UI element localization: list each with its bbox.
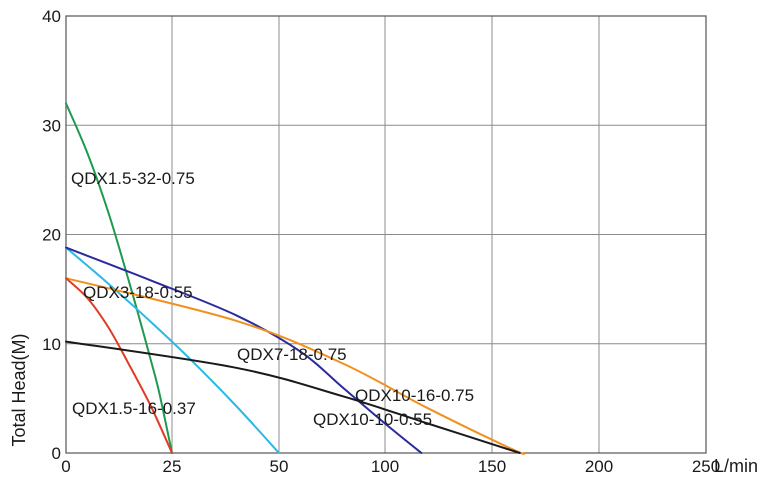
series-line-qdx10-10-0-55 [65,340,521,454]
x-tick-label: 200 [585,457,613,476]
x-tick-label: 150 [478,457,506,476]
series-line-qdx10-16-0-75 [65,277,526,455]
series-line-qdx7-18-0-75 [65,246,423,454]
series-label: QDX10-10-0.55 [313,410,432,429]
y-axis-label: Total Head(M) [9,333,29,446]
grid [66,16,706,453]
series-label: QDX7-18-0.75 [237,345,347,364]
series-line-qdx1-5-16-0-37 [65,277,173,454]
y-tick-label: 40 [42,7,61,26]
series-label: QDX1.5-16-0.37 [72,399,196,418]
series-line-qdx1-5-32-0-75 [65,102,173,454]
x-tick-label: 250 [692,457,720,476]
x-tick-label: 100 [371,457,399,476]
series-label: QDX10-16-0.75 [355,386,474,405]
x-axis-label: L/min [714,456,758,476]
y-tick-label: 30 [42,116,61,135]
x-tick-label: 50 [270,457,289,476]
tick-labels: 0 25 50 100 150 200 250 0 10 20 30 40 [42,7,720,476]
series-line-qdx3-18-0-55 [65,246,280,454]
series-labels: QDX1.5-32-0.75 QDX3-18-0.55 QDX7-18-0.75 QD… [71,169,474,429]
plot-frame [65,15,707,454]
y-tick-label: 20 [42,226,61,245]
y-tick-label: 10 [42,335,61,354]
curves [65,102,526,455]
series-label: QDX3-18-0.55 [83,283,193,302]
x-tick-label: 25 [163,457,182,476]
x-tick-label: 0 [61,457,70,476]
y-tick-label: 0 [52,444,61,463]
series-label: QDX1.5-32-0.75 [71,169,195,188]
